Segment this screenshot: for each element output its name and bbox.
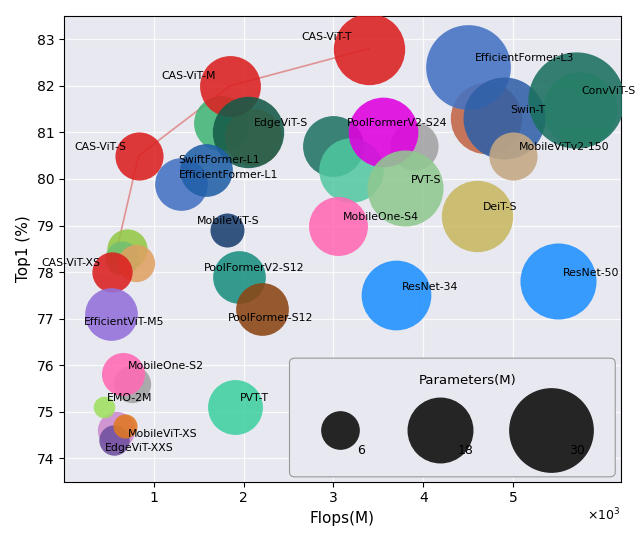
Point <box>400 184 410 193</box>
Point <box>106 310 116 318</box>
Text: $\times10^3$: $\times10^3$ <box>588 507 621 524</box>
Point <box>109 435 120 444</box>
Point <box>222 226 232 234</box>
Point <box>328 142 339 151</box>
Point <box>499 114 509 123</box>
Point <box>230 403 240 411</box>
Text: ConvViT-S: ConvViT-S <box>581 86 636 96</box>
Text: PoolFormer-S12: PoolFormer-S12 <box>227 314 313 323</box>
Point <box>346 165 356 174</box>
Text: 30: 30 <box>569 444 585 457</box>
Point <box>472 212 482 220</box>
Point <box>508 151 518 160</box>
FancyBboxPatch shape <box>289 358 615 477</box>
Text: DeiT-S: DeiT-S <box>483 202 517 212</box>
Text: CAS-ViT-XS: CAS-ViT-XS <box>42 258 101 269</box>
Text: MobileOne-S2: MobileOne-S2 <box>128 361 204 371</box>
Text: EdgeViT-S: EdgeViT-S <box>253 118 308 128</box>
Text: 18: 18 <box>458 444 474 457</box>
Point <box>234 272 244 281</box>
Text: MobileViT-S: MobileViT-S <box>197 216 260 226</box>
Point <box>257 305 267 314</box>
Point <box>122 244 132 253</box>
Point <box>378 128 388 137</box>
Point <box>553 277 563 286</box>
Text: MobileViTv2-150: MobileViTv2-150 <box>518 142 609 152</box>
Point <box>106 268 116 277</box>
Point <box>248 133 258 141</box>
Point <box>131 258 141 267</box>
Text: EfficientViT-M5: EfficientViT-M5 <box>84 317 164 327</box>
Text: PoolFormerV2-S12: PoolFormerV2-S12 <box>204 263 305 273</box>
Text: Parameters(M): Parameters(M) <box>419 374 517 387</box>
Text: PoolFormerV2-S24: PoolFormerV2-S24 <box>347 118 447 128</box>
Text: EMO-2M: EMO-2M <box>107 393 152 403</box>
Point <box>99 403 109 411</box>
Text: PVT-S: PVT-S <box>411 174 441 185</box>
Text: EdgeViT-XXS: EdgeViT-XXS <box>106 442 174 453</box>
Point <box>481 114 492 123</box>
Text: PVT-T: PVT-T <box>240 393 269 403</box>
Point <box>243 128 253 137</box>
Point <box>175 179 186 188</box>
Point <box>571 96 581 104</box>
Text: SwiftFormer-L1: SwiftFormer-L1 <box>178 155 260 165</box>
Text: CAS-ViT-M: CAS-ViT-M <box>161 71 216 81</box>
Point <box>391 291 401 300</box>
Point <box>201 165 211 174</box>
Point <box>364 44 374 53</box>
Text: ResNet-34: ResNet-34 <box>402 281 458 292</box>
Text: MobileViT-XS: MobileViT-XS <box>128 429 197 439</box>
Text: EfficientFormer-L1: EfficientFormer-L1 <box>179 170 278 180</box>
Text: CAS-ViT-S: CAS-ViT-S <box>75 142 127 152</box>
Point <box>117 254 127 262</box>
Point <box>409 142 419 151</box>
Text: CAS-ViT-T: CAS-ViT-T <box>301 32 351 42</box>
Text: EfficientFormer-L3: EfficientFormer-L3 <box>476 52 575 63</box>
Point <box>225 82 236 90</box>
X-axis label: Flops(M): Flops(M) <box>310 511 375 526</box>
Point <box>435 426 445 434</box>
Point <box>118 370 129 379</box>
Point <box>133 151 143 160</box>
Point <box>127 379 138 388</box>
Point <box>216 119 227 127</box>
Text: ResNet-50: ResNet-50 <box>563 268 620 278</box>
Y-axis label: Top1 (%): Top1 (%) <box>16 216 31 282</box>
Point <box>111 426 121 434</box>
Text: Swin-T: Swin-T <box>510 105 545 114</box>
Text: MobileOne-S4: MobileOne-S4 <box>343 212 419 222</box>
Point <box>463 63 473 72</box>
Point <box>575 105 586 113</box>
Point <box>333 221 343 230</box>
Text: 6: 6 <box>357 444 365 457</box>
Point <box>335 426 345 434</box>
Point <box>546 426 556 434</box>
Point <box>120 422 130 430</box>
